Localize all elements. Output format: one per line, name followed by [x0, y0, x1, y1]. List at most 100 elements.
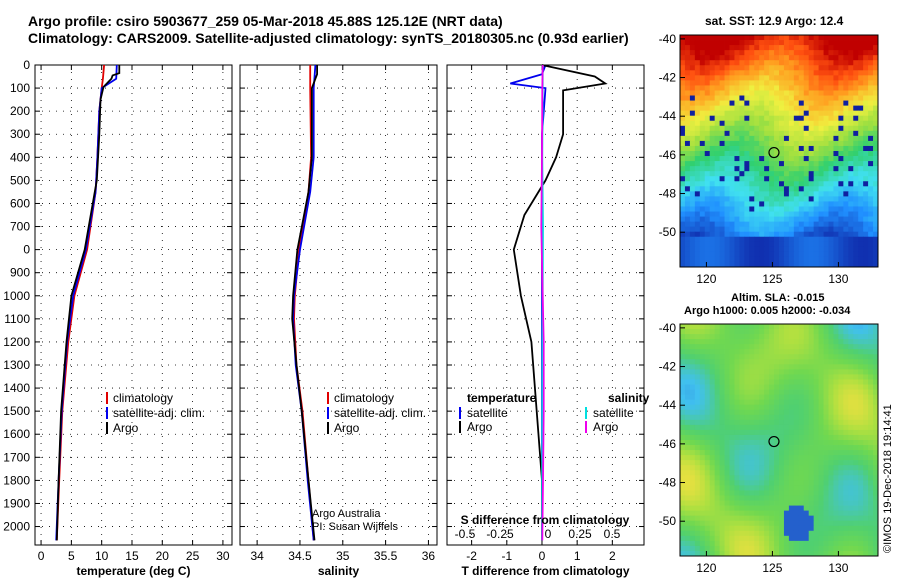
map-cell [813, 495, 819, 501]
map-cell [808, 374, 815, 380]
map-cell [798, 404, 805, 411]
map-cell [873, 216, 879, 223]
map-cell [783, 530, 790, 537]
legend-label: satellite-adj. clim. [113, 406, 205, 420]
xlabel-salinity: salinity [318, 564, 360, 578]
map-cell [813, 191, 819, 197]
map-cell [793, 404, 800, 411]
map-cell [873, 246, 879, 253]
map-cell [818, 369, 824, 375]
map-cell [808, 440, 815, 446]
map-cell [803, 140, 810, 147]
map-cell [828, 191, 834, 197]
map-cell [744, 201, 750, 207]
ytick-label: 600 [10, 196, 30, 210]
map-cell [858, 171, 864, 177]
map-cell [774, 261, 780, 268]
map-cell [793, 409, 800, 416]
map-cell [704, 201, 711, 207]
map-cell [823, 45, 829, 51]
map-cell [808, 339, 815, 345]
map-cell [868, 460, 874, 466]
map-cell [734, 369, 740, 375]
map-cell [843, 251, 849, 258]
map-cell [863, 85, 869, 91]
map-cell [769, 535, 775, 542]
map-cell [808, 35, 815, 41]
map-cell [788, 515, 795, 522]
map-cell [823, 70, 829, 76]
map-cell [858, 404, 864, 411]
map-cell [863, 181, 869, 187]
map-cell [828, 480, 834, 486]
map-cell [764, 344, 770, 350]
map-cell [868, 485, 874, 491]
map-cell [689, 206, 696, 212]
map-cell [684, 176, 691, 182]
map-cell [759, 55, 765, 61]
map-cell [704, 480, 711, 486]
map-cell [734, 460, 740, 466]
series-line-salinity-2 [291, 65, 318, 541]
map-cell [749, 161, 755, 167]
map-cell [734, 40, 740, 46]
map-cell [793, 90, 800, 96]
map-cell [833, 241, 839, 248]
map-cell [788, 535, 795, 542]
map-cell [848, 349, 854, 355]
map-cell [803, 130, 810, 137]
map-cell [873, 369, 879, 375]
map-cell [833, 145, 839, 152]
map-cell [823, 334, 829, 340]
map-cell [833, 530, 839, 537]
map-cell [680, 445, 686, 451]
map-cell [813, 339, 819, 345]
map-cell [749, 135, 755, 142]
map-cell [808, 241, 815, 248]
map-cell [828, 55, 834, 61]
map-cell [719, 545, 725, 552]
map-cell [838, 384, 844, 390]
map-cell [863, 251, 869, 258]
map-cell [813, 404, 819, 411]
map-cell [694, 246, 701, 253]
map-cell [709, 171, 716, 177]
map-cell [709, 450, 716, 456]
map-cell [724, 226, 730, 233]
map-cell [724, 256, 730, 263]
map-cell [759, 130, 765, 137]
map-cell [764, 490, 770, 496]
map-cell [783, 45, 790, 51]
legend-label: climatology [334, 391, 394, 405]
map-cell [818, 450, 824, 456]
map-cell [734, 339, 740, 345]
map-cell [704, 120, 711, 127]
map-cell [689, 364, 696, 370]
map-cell [843, 120, 849, 127]
map-cell [754, 191, 760, 197]
map-cell [699, 90, 706, 96]
map-cell [848, 480, 854, 486]
map-cell [709, 191, 716, 197]
map-cell [873, 429, 879, 436]
map-cell [744, 55, 750, 61]
map-cell [759, 530, 765, 537]
map-cell [749, 374, 755, 380]
map-cell [823, 379, 829, 385]
map-cell [793, 105, 800, 112]
map-cell [858, 535, 864, 542]
map-cell [724, 334, 730, 340]
map-cell [858, 70, 864, 76]
map-cell [704, 40, 711, 46]
map-cell [754, 344, 760, 350]
map-cell [843, 211, 849, 217]
map-cell [759, 490, 765, 496]
map-cell [719, 525, 725, 532]
map-cell [744, 414, 750, 421]
map-cell [719, 145, 725, 152]
map-cell [853, 221, 859, 228]
map-cell [754, 145, 760, 152]
map-cell [843, 246, 849, 253]
map-cell [689, 140, 696, 147]
map-cell [714, 120, 720, 127]
